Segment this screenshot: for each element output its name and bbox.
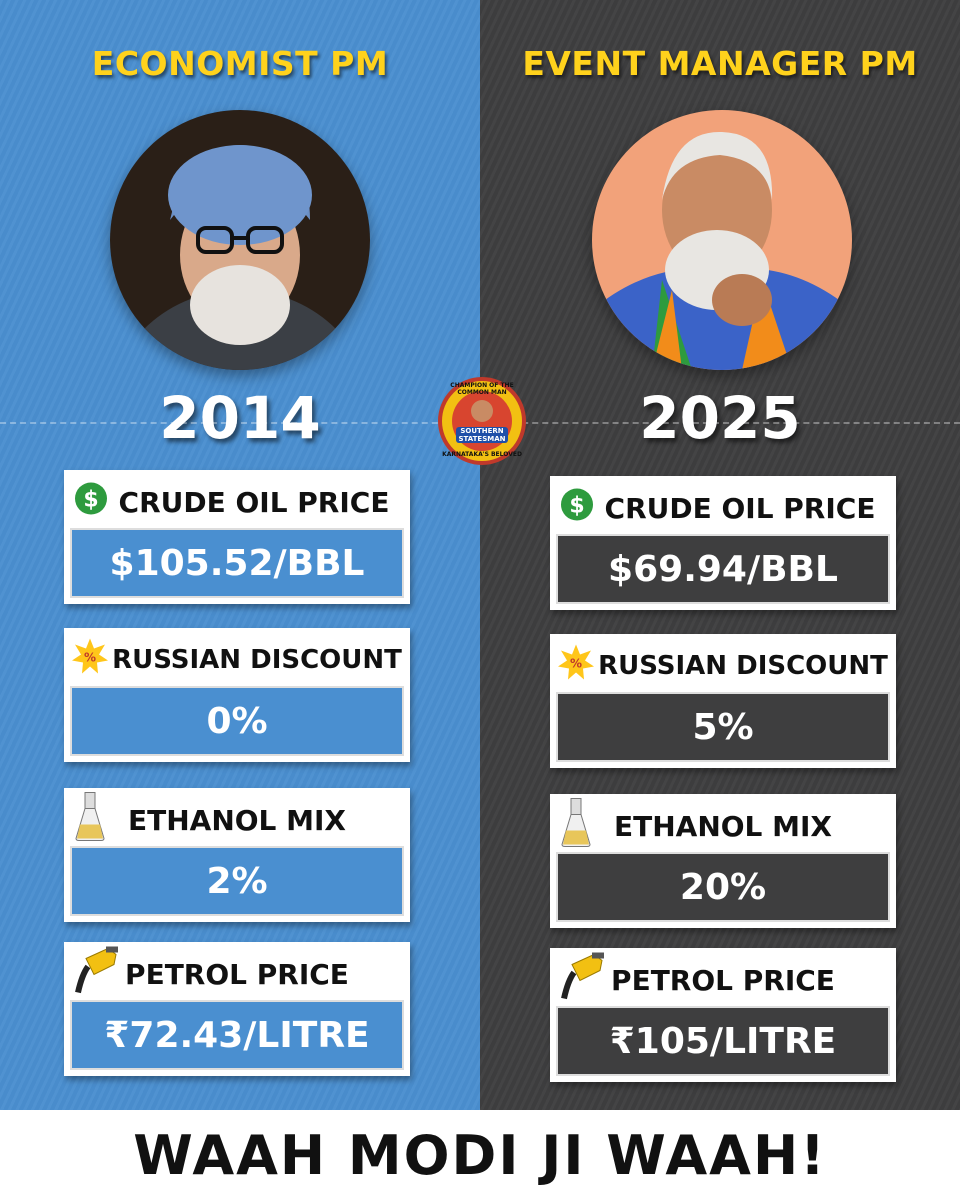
badge-name: SOUTHERN STATESMAN (456, 427, 508, 443)
left-year: 2014 (159, 384, 321, 452)
left-discount-label: RUSSIAN DISCOUNT (112, 645, 402, 675)
flask-icon (74, 791, 106, 850)
fuel-nozzle-icon (560, 951, 606, 1010)
right-ethanol-value: 20% (556, 852, 890, 922)
badge-name-line2: STATESMAN (458, 435, 506, 443)
right-discount-label: RUSSIAN DISCOUNT (598, 651, 888, 681)
svg-text:%: % (84, 651, 96, 665)
left-discount-value: 0% (70, 686, 404, 756)
left-panel: ECONOMIST PM 2014 $ CRUDE OIL PRICE $105… (0, 0, 480, 1110)
left-petrol-label: PETROL PRICE (125, 957, 349, 991)
left-pm-photo (110, 110, 370, 370)
left-crude-card: $ CRUDE OIL PRICE $105.52/BBL (64, 470, 410, 604)
left-petrol-value: ₹72.43/LITRE (70, 1000, 404, 1070)
footer-slogan: WAAH MODI JI WAAH! (133, 1123, 827, 1187)
right-crude-card: $ CRUDE OIL PRICE $69.94/BBL (550, 476, 896, 610)
left-ethanol-value: 2% (70, 846, 404, 916)
left-crude-value: $105.52/BBL (70, 528, 404, 598)
left-pm-title: ECONOMIST PM (91, 44, 389, 83)
svg-text:$: $ (83, 488, 98, 513)
right-pm-photo (592, 110, 852, 370)
badge-name-line1: SOUTHERN (460, 427, 504, 435)
fuel-nozzle-icon (74, 945, 120, 1004)
dollar-icon: $ (560, 488, 594, 529)
left-discount-card: % RUSSIAN DISCOUNT 0% (64, 628, 410, 762)
badge-top-text: CHAMPION OF THE COMMON MAN (450, 382, 514, 396)
badge-bottom-text: KARNATAKA'S BELOVED (442, 451, 522, 458)
right-ethanol-card: ETHANOL MIX 20% (550, 794, 896, 928)
svg-text:$: $ (569, 494, 584, 519)
dollar-icon: $ (74, 482, 108, 523)
right-discount-card: % RUSSIAN DISCOUNT 5% (550, 634, 896, 768)
left-ethanol-label: ETHANOL MIX (127, 803, 347, 837)
right-petrol-card: PETROL PRICE ₹105/LITRE (550, 948, 896, 1082)
right-pm-title: EVENT MANAGER PM (522, 44, 918, 83)
percent-badge-icon: % (556, 643, 596, 690)
right-panel: EVENT MANAGER PM 2025 $ CRUDE OIL PRICE … (480, 0, 960, 1110)
svg-text:%: % (570, 657, 582, 671)
left-petrol-card: PETROL PRICE ₹72.43/LITRE (64, 942, 410, 1076)
right-petrol-label: PETROL PRICE (611, 963, 835, 997)
left-crude-label: CRUDE OIL PRICE (118, 485, 390, 519)
percent-badge-icon: % (70, 637, 110, 684)
right-ethanol-label: ETHANOL MIX (613, 809, 833, 843)
right-crude-value: $69.94/BBL (556, 534, 890, 604)
right-discount-value: 5% (556, 692, 890, 762)
left-ethanol-card: ETHANOL MIX 2% (64, 788, 410, 922)
right-crude-label: CRUDE OIL PRICE (604, 491, 876, 525)
right-year: 2025 (639, 384, 801, 452)
right-petrol-value: ₹105/LITRE (556, 1006, 890, 1076)
southern-statesman-badge: CHAMPION OF THE COMMON MAN SOUTHERN STAT… (434, 377, 530, 465)
flask-icon (560, 797, 592, 856)
